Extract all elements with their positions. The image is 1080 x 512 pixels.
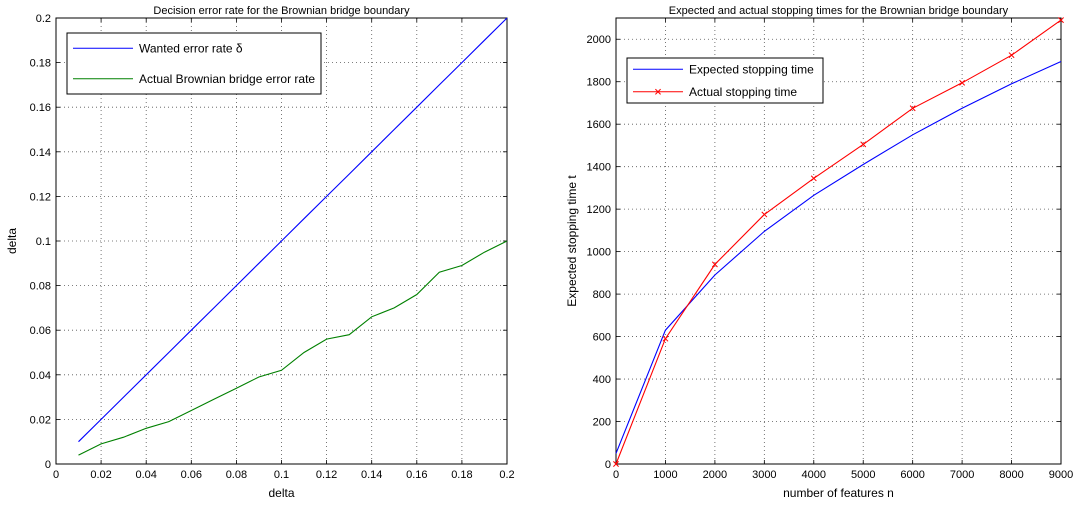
legend-box [626, 57, 824, 104]
y-tick-label: 0 [605, 459, 611, 471]
y-tick-label: 1800 [587, 77, 611, 89]
legend-box [66, 32, 322, 95]
y-tick-label: 0.02 [30, 414, 51, 426]
x-tick-label: 9000 [1049, 469, 1073, 481]
y-axis-label: Expected stopping time t [565, 175, 579, 307]
y-tick-label: 2000 [587, 34, 611, 46]
chart-title: Decision error rate for the Brownian bri… [153, 5, 410, 17]
y-tick-label: 0.1 [36, 236, 51, 248]
error-rate-chart: 0 0.02 0.04 0.06 0.08 0.1 0.12 0.14 0.16 0.18 0.2 0… [5, 5, 515, 500]
x-tick-label: 2000 [703, 469, 727, 481]
data-point-marker [711, 261, 718, 268]
chart-title: Expected and actual stopping times for t… [669, 5, 1009, 17]
y-axis-label: delta [5, 228, 19, 254]
y-tick-label: 0.08 [30, 281, 51, 293]
y-tick-label: 800 [593, 289, 611, 301]
x-tick-label: 0.14 [361, 469, 382, 481]
y-tick-label: 400 [593, 374, 611, 386]
x-tick-label: 5000 [851, 469, 875, 481]
y-tick-label: 0.16 [30, 102, 51, 114]
axes-box [615, 17, 1062, 465]
series-line-0 [78, 17, 508, 443]
y-tick-label: 600 [593, 332, 611, 344]
series-line-0 [615, 60, 1062, 454]
stopping-time-chart: 0 1000 2000 3000 4000 5000 6000 7000 8000 9000 0 20… [565, 5, 1073, 500]
series-line-1 [615, 19, 1062, 465]
x-tick-label: 0.12 [316, 469, 337, 481]
y-tick-label: 0 [45, 459, 51, 471]
legend-entry-label: Actual Brownian bridge error rate [139, 72, 315, 86]
x-tick-label: 3000 [752, 469, 776, 481]
x-tick-label: 0.18 [451, 469, 472, 481]
x-tick-label: 0.2 [499, 469, 514, 481]
x-tick-label: 1000 [653, 469, 677, 481]
legend-entry-label: Actual stopping time [689, 85, 797, 99]
data-point-marker [1058, 17, 1064, 24]
y-tick-label: 0.12 [30, 191, 51, 203]
data-point-marker [860, 141, 867, 148]
x-tick-label: 7000 [950, 469, 974, 481]
legend-entry-label: Expected stopping time [689, 62, 814, 76]
x-tick-label: 0 [613, 469, 619, 481]
data-point-marker [909, 105, 916, 112]
data-point-marker [1008, 52, 1015, 59]
x-tick-label: 0.08 [226, 469, 247, 481]
data-point-marker [959, 79, 966, 86]
data-point-marker [613, 461, 619, 467]
y-tick-label: 0.06 [30, 325, 51, 337]
data-point-marker [761, 211, 768, 218]
x-axis-label: number of features n [783, 486, 894, 500]
y-tick-label: 1400 [587, 162, 611, 174]
series-line-1 [78, 240, 508, 456]
x-axis-label: delta [268, 486, 294, 500]
x-tick-label: 8000 [999, 469, 1023, 481]
y-tick-label: 1000 [587, 247, 611, 259]
x-tick-label: 0 [53, 469, 59, 481]
x-tick-label: 0.02 [90, 469, 111, 481]
x-tick-label: 6000 [900, 469, 924, 481]
y-tick-label: 1600 [587, 119, 611, 131]
x-tick-label: 4000 [802, 469, 826, 481]
x-tick-label: 0.04 [135, 469, 156, 481]
y-tick-label: 0.18 [30, 58, 51, 70]
y-tick-label: 0.14 [30, 147, 51, 159]
x-tick-label: 0.1 [274, 469, 289, 481]
y-tick-label: 0.2 [36, 13, 51, 25]
y-tick-label: 1200 [587, 204, 611, 216]
legend-entry-label: Wanted error rate δ [139, 41, 243, 55]
x-tick-label: 0.16 [406, 469, 427, 481]
data-point-marker [662, 335, 669, 342]
legend-marker-sample [655, 88, 661, 95]
y-tick-label: 0.04 [30, 370, 51, 382]
y-tick-label: 200 [593, 417, 611, 429]
data-point-marker [810, 175, 817, 182]
x-tick-label: 0.06 [181, 469, 202, 481]
